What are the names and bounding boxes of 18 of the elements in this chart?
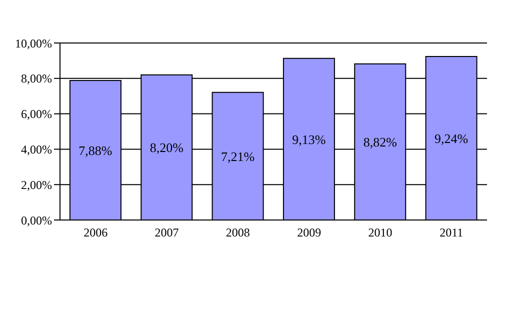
- data-label: 7,88%: [78, 142, 112, 158]
- y-tick-label: 0,00%: [21, 213, 52, 228]
- x-tick-label: 2011: [440, 226, 464, 240]
- x-tick-label: 2007: [154, 226, 179, 240]
- y-tick-label: 4,00%: [21, 142, 52, 156]
- y-tick-label: 2,00%: [21, 178, 52, 192]
- data-label: 9,24%: [434, 130, 468, 146]
- x-tick-label: 2008: [226, 226, 250, 240]
- y-tick-label: 8,00%: [21, 72, 52, 86]
- x-tick-label: 2010: [368, 226, 392, 240]
- y-tick-label: 6,00%: [21, 107, 52, 122]
- x-tick-label: 2009: [297, 226, 322, 240]
- x-tick-label: 2006: [84, 226, 108, 240]
- y-tick-label: 10,00%: [15, 36, 52, 50]
- data-label: 8,82%: [363, 134, 398, 150]
- data-label: 8,20%: [150, 140, 184, 156]
- data-label: 9,13%: [292, 132, 326, 147]
- data-label: 7,21%: [221, 148, 255, 164]
